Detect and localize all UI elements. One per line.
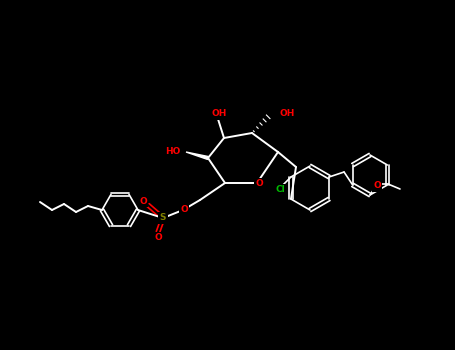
Text: S: S [160,214,166,223]
Text: O: O [255,180,263,189]
Text: OH: OH [279,110,294,119]
Text: O: O [373,182,381,190]
Text: O: O [139,196,147,205]
Text: OH: OH [211,110,227,119]
Text: HO: HO [165,147,180,155]
Text: O: O [154,233,162,243]
Text: Cl: Cl [275,186,285,195]
Text: O: O [180,204,188,214]
Polygon shape [186,152,208,160]
